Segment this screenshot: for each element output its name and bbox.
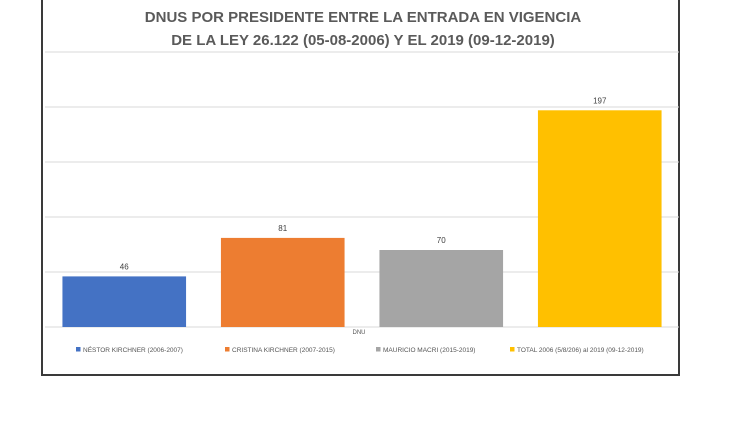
chart-title-line-2: DE LA LEY 26.122 (05-08-2006) Y EL 2019 … <box>171 32 555 49</box>
bar-chart: DNUS POR PRESIDENTE ENTRE LA ENTRADA EN … <box>45 9 679 354</box>
legend-label-4: TOTAL 2006 (5/8/206) al 2019 (09-12-2019… <box>517 347 644 354</box>
chart-title-line-1: DNUS POR PRESIDENTE ENTRE LA ENTRADA EN … <box>145 9 582 26</box>
bar-3 <box>379 250 504 327</box>
data-label-3: 70 <box>437 236 446 245</box>
legend: NÉSTOR KIRCHNER (2006-2007) CRISTINA KIRC… <box>76 345 644 354</box>
data-label-2: 81 <box>278 224 287 233</box>
legend-swatch-2 <box>225 347 230 352</box>
data-labels: 46 81 70 197 <box>120 96 607 271</box>
bar-2 <box>220 237 345 327</box>
legend-label-3: MAURICIO MACRI (2015-2019) <box>383 347 475 354</box>
legend-label-1: NÉSTOR KIRCHNER (2006-2007) <box>83 345 183 354</box>
x-axis-label: DNU <box>353 330 366 336</box>
data-label-1: 46 <box>120 262 129 271</box>
legend-label-2: CRISTINA KIRCHNER (2007-2015) <box>232 347 335 354</box>
bars <box>62 110 662 327</box>
bar-1 <box>62 276 187 327</box>
chart-frame: DNUS POR PRESIDENTE ENTRE LA ENTRADA EN … <box>41 0 680 376</box>
legend-swatch-3 <box>376 347 381 352</box>
legend-swatch-1 <box>76 347 81 352</box>
bar-4 <box>537 110 662 327</box>
legend-swatch-4 <box>510 347 515 352</box>
data-label-4: 197 <box>593 96 607 105</box>
